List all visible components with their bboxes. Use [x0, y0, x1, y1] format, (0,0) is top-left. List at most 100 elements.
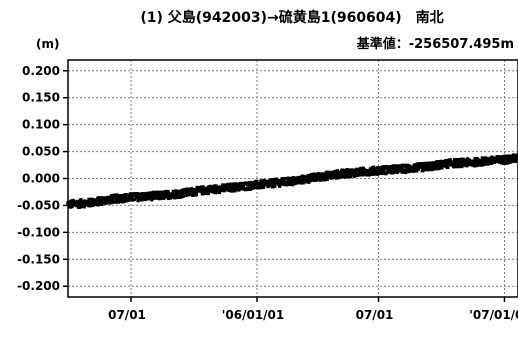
data-point	[357, 168, 361, 172]
data-point	[226, 187, 230, 191]
data-point	[349, 175, 353, 179]
data-point	[291, 176, 296, 180]
data-point	[166, 190, 170, 194]
data-point	[231, 182, 236, 186]
data-point	[452, 165, 456, 169]
data-point	[372, 165, 376, 169]
data-point	[360, 171, 364, 175]
data-point	[453, 163, 457, 167]
grid-lines	[68, 60, 518, 297]
data-point	[220, 187, 224, 192]
data-point	[490, 155, 494, 160]
data-point	[453, 160, 458, 164]
data-point	[273, 177, 277, 182]
data-point	[189, 187, 194, 191]
data-point	[502, 161, 506, 165]
data-point	[248, 180, 252, 185]
data-point	[345, 167, 349, 172]
data-point	[492, 156, 496, 160]
y-tick-label: -0.050	[17, 198, 60, 212]
data-point	[446, 165, 450, 170]
y-tick-label: -0.150	[17, 252, 60, 266]
x-tick-label: '06/01/01	[222, 308, 285, 322]
data-point	[203, 190, 207, 195]
y-tick-label: 0.200	[22, 64, 60, 78]
data-point	[143, 197, 147, 202]
data-point	[255, 179, 259, 184]
data-point	[162, 196, 166, 200]
data-point	[83, 203, 87, 207]
data-point	[90, 197, 94, 201]
data-point	[140, 191, 144, 196]
data-point	[217, 190, 221, 194]
data-point	[514, 156, 518, 160]
data-point	[499, 155, 503, 159]
data-point	[426, 166, 430, 170]
data-point	[82, 205, 86, 209]
data-point	[275, 177, 279, 181]
data-point	[114, 197, 118, 201]
data-point	[416, 167, 420, 171]
data-point	[476, 163, 480, 167]
data-point	[448, 158, 452, 162]
data-point	[439, 166, 444, 170]
data-point	[277, 179, 281, 183]
data-point	[250, 181, 254, 185]
data-point	[212, 187, 216, 191]
data-point	[181, 194, 185, 199]
data-point	[103, 196, 107, 200]
plot-frame	[67, 59, 518, 298]
data-point	[158, 194, 162, 198]
data-point	[181, 188, 185, 192]
y-tick-label: -0.100	[17, 225, 60, 239]
data-point	[334, 175, 339, 180]
data-point	[303, 175, 307, 180]
data-point	[99, 200, 103, 205]
data-point	[457, 164, 461, 169]
y-tick-label: 0.100	[22, 118, 60, 132]
data-point	[493, 160, 497, 164]
data-point	[113, 195, 118, 200]
data-point	[489, 157, 493, 162]
y-tick-label: -0.200	[17, 279, 60, 293]
data-point	[140, 198, 144, 202]
data-point	[89, 199, 93, 203]
data-point	[132, 197, 137, 201]
data-point	[101, 198, 105, 203]
data-point	[384, 164, 388, 169]
data-point	[337, 175, 342, 179]
data-point	[265, 183, 269, 187]
data-point	[78, 205, 82, 209]
data-point	[320, 172, 324, 176]
data-point	[201, 185, 205, 189]
data-point	[194, 193, 198, 197]
data-point	[387, 167, 391, 171]
data-point	[447, 162, 451, 166]
data-point	[255, 185, 260, 190]
data-point	[325, 177, 329, 181]
data-point	[286, 176, 290, 180]
data-point	[241, 185, 245, 189]
data-point	[354, 170, 358, 174]
data-point	[206, 191, 210, 196]
data-point	[111, 200, 115, 204]
data-point	[407, 169, 411, 174]
data-point	[511, 158, 515, 162]
data-point	[183, 187, 187, 192]
data-point	[339, 172, 343, 176]
data-point	[364, 173, 369, 177]
data-point	[290, 183, 294, 187]
data-point	[487, 158, 491, 162]
reference-value-label: 基準値：-256507.495m	[356, 36, 514, 52]
data-point	[129, 192, 133, 196]
data-point	[395, 170, 399, 174]
data-point	[391, 164, 395, 168]
data-point	[94, 203, 98, 207]
data-point	[394, 166, 398, 170]
data-point	[484, 156, 488, 161]
data-point	[270, 178, 275, 182]
data-point	[262, 185, 266, 189]
data-point	[480, 163, 484, 167]
data-point	[79, 198, 83, 202]
